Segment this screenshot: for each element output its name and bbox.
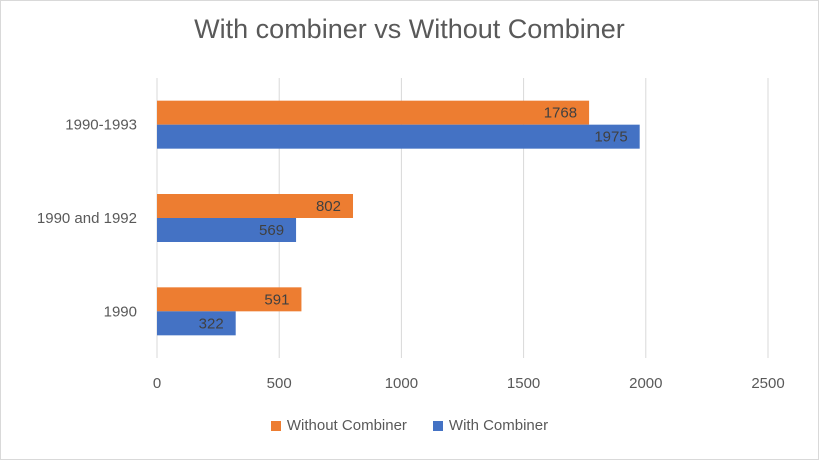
x-tick-label-1000: 1000 xyxy=(385,375,418,392)
bar-with-combiner-1990-and-1992 xyxy=(157,218,297,242)
legend-swatch-with-combiner xyxy=(432,420,443,431)
x-tick-label-1500: 1500 xyxy=(507,375,540,392)
data-label-with-combiner-1990-1993: 1975 xyxy=(594,129,627,146)
chart-title: With combiner vs Without Combiner xyxy=(194,14,625,44)
y-category-label-1990-1993: 1990-1993 xyxy=(65,117,137,134)
bar-without-combiner-1990-and-1992 xyxy=(157,194,354,218)
chart-legend: Without Combiner With Combiner xyxy=(0,417,819,434)
x-tick-label-2000: 2000 xyxy=(629,375,662,392)
legend-item-without-combiner: Without Combiner xyxy=(270,417,407,434)
data-label-without-combiner-1990-1993: 1768 xyxy=(544,105,577,122)
legend-swatch-without-combiner xyxy=(270,420,281,431)
data-label-with-combiner-1990-and-1992: 569 xyxy=(259,222,284,239)
data-label-without-combiner-1990-and-1992: 802 xyxy=(316,198,341,215)
y-category-label-1990: 1990 xyxy=(104,303,137,320)
bar-with-combiner-1990-1993 xyxy=(157,124,640,149)
bar-with-combiner-1990 xyxy=(157,311,236,336)
data-label-with-combiner-1990: 322 xyxy=(199,315,224,332)
y-category-label-1990-and-1992: 1990 and 1992 xyxy=(37,210,137,227)
legend-label-without-combiner: Without Combiner xyxy=(286,417,407,434)
x-tick-label-0: 0 xyxy=(153,375,161,392)
x-tick-label-2500: 2500 xyxy=(751,375,784,392)
legend-item-with-combiner: With Combiner xyxy=(432,417,549,434)
bar-without-combiner-1990-1993 xyxy=(157,100,590,125)
bar-without-combiner-1990 xyxy=(157,287,302,312)
data-label-without-combiner-1990: 591 xyxy=(264,291,289,308)
legend-label-with-combiner: With Combiner xyxy=(448,417,549,434)
x-tick-label-500: 500 xyxy=(267,375,292,392)
